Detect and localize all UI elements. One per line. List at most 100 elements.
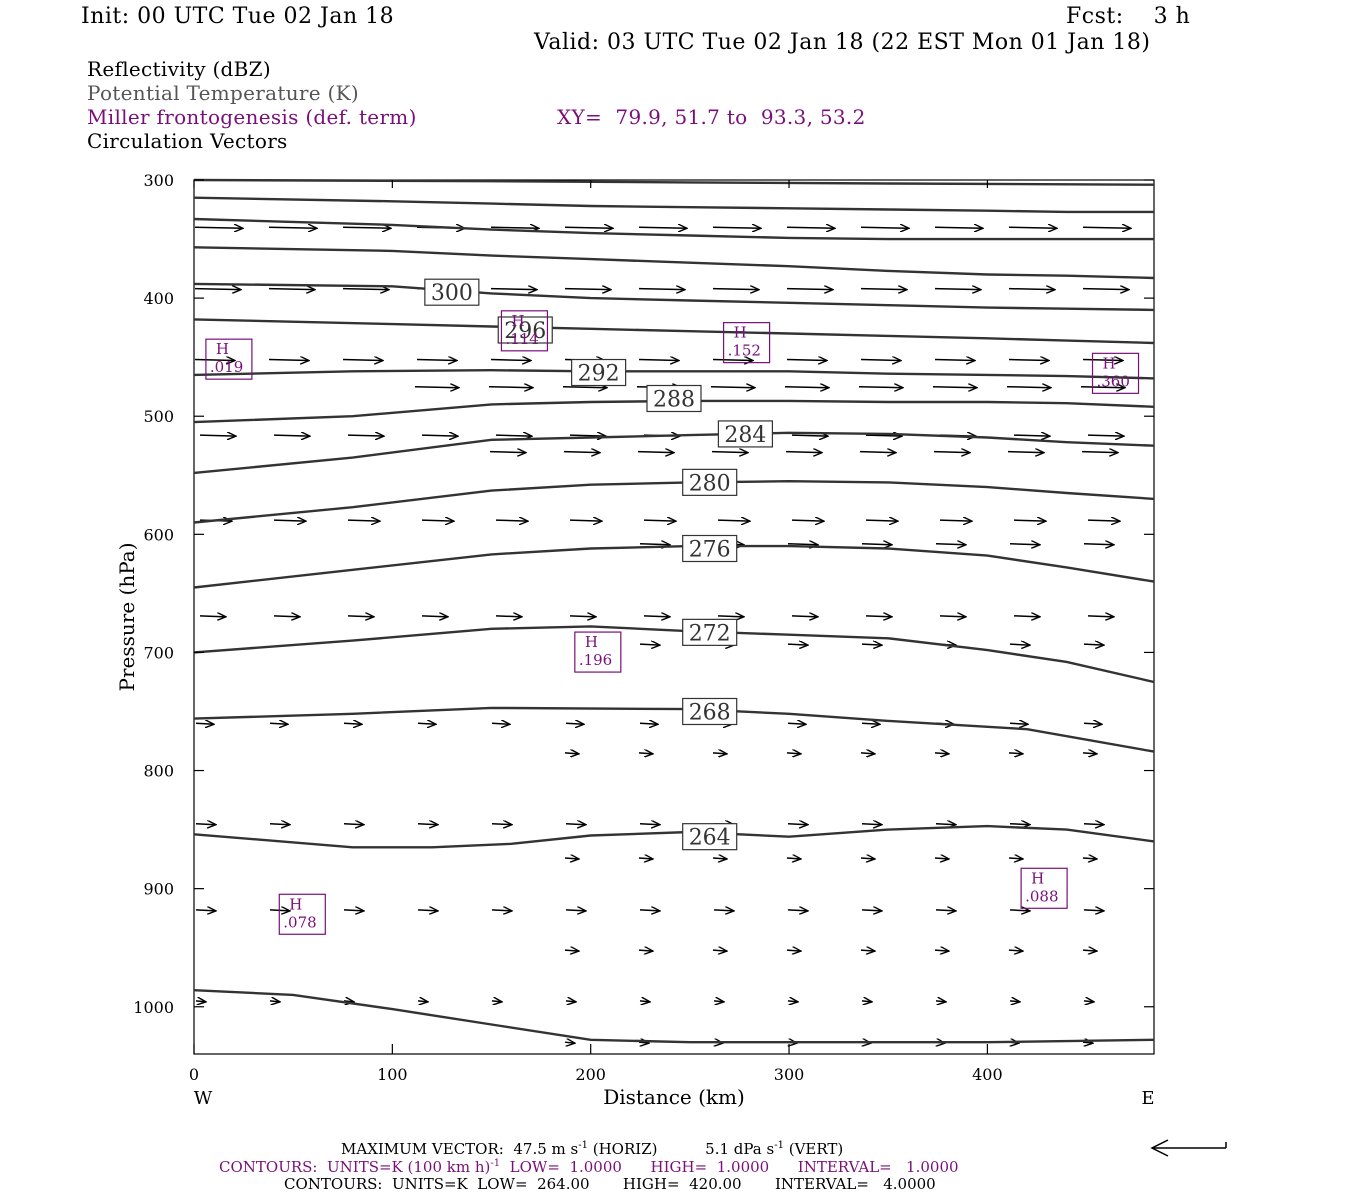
isentrope-line [193, 989, 1155, 1044]
y-tick-label: 700 [143, 643, 174, 662]
circulation-vector [860, 289, 907, 290]
circulation-vector [786, 227, 835, 228]
circulation-vector [417, 910, 438, 911]
isentrope-label: 280 [689, 471, 731, 496]
circulation-vector [1082, 227, 1131, 228]
circulation-vector [1081, 452, 1118, 453]
frontogenesis-max-label: H [511, 312, 524, 330]
circulation-vector [565, 910, 586, 911]
circulation-vector [865, 520, 898, 521]
circulation-vector [569, 520, 602, 521]
circulation-vector [273, 435, 310, 436]
circulation-vector [791, 435, 828, 436]
circulation-vector [787, 723, 806, 724]
circulation-vector [784, 387, 829, 388]
circulation-vector [638, 289, 685, 290]
circulation-vector [712, 753, 727, 754]
frontogenesis-max-value: .019 [210, 358, 243, 376]
contours-theta-info: CONTOURS: UNITS=K LOW= 264.00 HIGH= 420.… [284, 1175, 936, 1193]
circulation-vector [934, 227, 983, 228]
circulation-vector [861, 644, 882, 645]
field-frontogenesis: Miller frontogenesis (def. term) [87, 105, 417, 129]
isentrope-line [193, 431, 1155, 475]
y-tick-label: 600 [143, 525, 174, 544]
circulation-vector [491, 910, 512, 911]
circulation-vector [269, 824, 290, 825]
isentrope-label: 300 [431, 281, 473, 306]
circulation-vector [638, 1042, 649, 1043]
circulation-vector [269, 1001, 280, 1002]
circulation-vector [643, 520, 676, 521]
circulation-vector [1087, 616, 1114, 617]
frontogenesis-max-value: .360 [1097, 372, 1130, 390]
circulation-vector [935, 824, 956, 825]
isentrope-label: 284 [724, 423, 766, 448]
isentrope-label-box [571, 358, 627, 387]
circulation-vector [1013, 520, 1046, 521]
frontogenesis-max-box [722, 322, 771, 364]
circulation-vector [638, 227, 687, 228]
circulation-vector [1008, 289, 1055, 290]
x-tick-label: 300 [774, 1065, 805, 1084]
circulation-vector [786, 289, 833, 290]
circulation-vector [1007, 452, 1044, 453]
x-axis-west-label: W [194, 1088, 213, 1109]
circulation-vector [712, 227, 761, 228]
circulation-vector [1009, 824, 1030, 825]
frontogenesis-max-label: H [585, 633, 598, 651]
circulation-vector [273, 616, 300, 617]
valid-time: Valid: 03 UTC Tue 02 Jan 18 (22 EST Mon … [534, 30, 1151, 55]
isentrope-label: 288 [653, 388, 695, 413]
circulation-vector [421, 616, 448, 617]
isentrope-line [193, 368, 1155, 380]
circulation-vector [1083, 910, 1104, 911]
y-axis-label: Pressure (hPa) [115, 543, 139, 692]
isentrope-line [193, 479, 1155, 524]
circulation-vector [491, 1001, 502, 1002]
circulation-vector [268, 360, 309, 361]
frontogenesis-max-value: .114 [505, 330, 538, 348]
circulation-vector [791, 616, 818, 617]
circulation-vector [786, 753, 801, 754]
frontogenesis-max-label: H [216, 340, 229, 358]
isentrope-line [193, 196, 1154, 214]
isentrope-line [193, 178, 1155, 186]
circulation-vector [569, 616, 596, 617]
circulation-vector [639, 1001, 650, 1002]
isentrope-label: 268 [689, 700, 731, 725]
circulation-vector [343, 824, 364, 825]
max-vector-horiz-text: MAXIMUM VECTOR: 47.5 m s [341, 1140, 579, 1158]
circulation-vector [347, 520, 380, 521]
circulation-vector [342, 227, 391, 228]
frontogenesis-max-box [1091, 352, 1140, 394]
circulation-vector [564, 950, 579, 951]
frontogenesis-max-label: H [734, 324, 747, 342]
field-theta: Potential Temperature (K) [87, 81, 359, 105]
y-tick-label: 1000 [133, 998, 174, 1017]
x-tick-label: 0 [189, 1065, 199, 1084]
isentrope-line [193, 246, 1155, 280]
isentropes: 264 268 272 276 280 284 288 292 296 300 [193, 178, 1155, 1044]
y-tick-label: 400 [143, 289, 174, 308]
circulation-vector [199, 616, 226, 617]
circulation-vector [713, 1001, 724, 1002]
circulation-vector [565, 723, 584, 724]
circulation-vector [787, 644, 808, 645]
circulation-vector [1009, 723, 1028, 724]
circulation-vector [269, 723, 288, 724]
circulation-vector [490, 360, 531, 361]
circulation-vector [1083, 544, 1114, 545]
circulation-vector [787, 1001, 798, 1002]
x-tick-label: 200 [575, 1065, 606, 1084]
circulation-vector [861, 1001, 872, 1002]
circulation-vector [421, 435, 458, 436]
circulation-vector [935, 544, 966, 545]
circulation-vector [787, 824, 808, 825]
frontogenesis-max-value: .152 [728, 342, 761, 360]
circulation-vector [564, 858, 579, 859]
circulation-vector [495, 435, 532, 436]
circulation-vector [638, 950, 653, 951]
circulation-vector [637, 452, 674, 453]
circulation-vector [565, 1001, 576, 1002]
